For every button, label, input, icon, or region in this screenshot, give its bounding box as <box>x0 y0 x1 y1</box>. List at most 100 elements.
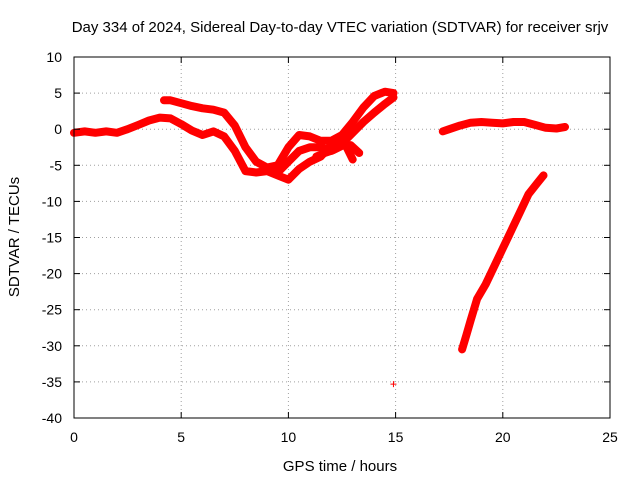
y-tick-label: -35 <box>42 374 62 390</box>
data-point <box>534 180 541 187</box>
data-point <box>274 169 281 176</box>
data-series <box>70 87 569 388</box>
y-tick-label: 10 <box>46 49 62 65</box>
data-point <box>167 97 174 104</box>
data-point <box>467 119 474 126</box>
data-point <box>489 119 496 126</box>
data-point <box>306 144 313 151</box>
data-point <box>285 158 292 165</box>
data-point <box>525 191 532 198</box>
data-point <box>156 114 163 121</box>
data-point <box>113 129 120 136</box>
x-tick-label: 15 <box>388 429 404 445</box>
y-tick-label: -20 <box>42 266 62 282</box>
data-point <box>540 172 547 179</box>
series-band <box>458 171 548 354</box>
data-point <box>178 121 185 128</box>
chart-title: Day 334 of 2024, Sidereal Day-to-day VTE… <box>72 19 609 36</box>
data-point <box>381 88 388 95</box>
x-tick-label: 20 <box>495 429 511 445</box>
data-point <box>313 153 320 160</box>
data-point <box>482 281 489 288</box>
data-point <box>360 104 367 111</box>
data-point <box>510 118 517 125</box>
data-point <box>499 120 506 127</box>
data-point <box>371 92 378 99</box>
data-point <box>317 144 324 151</box>
x-tick-label: 25 <box>602 429 618 445</box>
y-tick-label: -40 <box>42 410 62 426</box>
data-point <box>231 147 238 154</box>
data-point <box>210 128 217 135</box>
data-point <box>508 227 515 234</box>
data-point <box>124 126 131 133</box>
data-point <box>210 106 217 113</box>
data-point <box>531 121 538 128</box>
data-point <box>390 381 397 388</box>
data-point <box>285 176 292 183</box>
data-point <box>356 150 363 157</box>
y-tick-label: -5 <box>50 157 63 173</box>
data-point <box>306 133 313 140</box>
data-point <box>330 147 337 154</box>
data-point <box>188 103 195 110</box>
data-point <box>446 126 453 133</box>
data-point <box>561 124 568 131</box>
data-point <box>199 131 206 138</box>
y-tick-label: -25 <box>42 302 62 318</box>
series-band-lower <box>70 113 357 184</box>
data-point <box>167 115 174 122</box>
data-point <box>499 245 506 252</box>
data-point <box>242 144 249 151</box>
data-point <box>467 317 474 324</box>
data-point <box>521 118 528 125</box>
data-point <box>103 128 110 135</box>
data-point <box>135 121 142 128</box>
data-point <box>459 346 466 353</box>
data-point <box>339 131 345 138</box>
data-point <box>478 118 485 125</box>
data-point <box>146 117 153 124</box>
data-point <box>491 263 498 270</box>
data-point <box>349 129 356 136</box>
data-point <box>474 295 481 302</box>
series-band <box>312 141 364 161</box>
data-point <box>339 142 345 149</box>
data-point <box>463 331 470 338</box>
data-point <box>347 142 354 149</box>
y-tick-label: 5 <box>54 85 62 101</box>
x-tick-label: 5 <box>177 429 185 445</box>
data-point <box>231 122 238 129</box>
x-tick-label: 10 <box>281 429 297 445</box>
axis-ticks: 0 5 10 15 20 25 10 5 0 -5 -10 -15 -20 -25 -30 -35 -40 <box>42 49 618 445</box>
data-point <box>516 209 523 216</box>
data-point <box>242 168 249 175</box>
data-point <box>553 125 560 132</box>
x-tick-label: 0 <box>70 429 78 445</box>
data-point <box>390 94 397 101</box>
data-point <box>199 105 206 112</box>
data-point <box>349 156 356 163</box>
y-tick-label: -10 <box>42 193 62 209</box>
data-point <box>81 128 88 135</box>
data-point <box>542 124 549 131</box>
y-axis-label: SDTVAR / TECUs <box>6 177 23 297</box>
data-point <box>253 169 260 176</box>
data-point <box>328 137 335 144</box>
data-point <box>161 97 168 104</box>
data-point <box>439 128 446 135</box>
series-descent <box>458 171 548 354</box>
data-point <box>296 165 303 172</box>
data-point <box>221 109 228 116</box>
data-point <box>456 122 463 129</box>
data-point <box>349 118 356 125</box>
series-branch <box>312 141 364 161</box>
x-axis-label: GPS time / hours <box>283 458 397 475</box>
y-tick-label: -15 <box>42 230 62 246</box>
series-outlier <box>390 381 397 388</box>
data-point <box>360 118 367 125</box>
series-band-upper <box>160 87 398 172</box>
data-point <box>263 164 270 171</box>
data-point <box>92 129 99 136</box>
